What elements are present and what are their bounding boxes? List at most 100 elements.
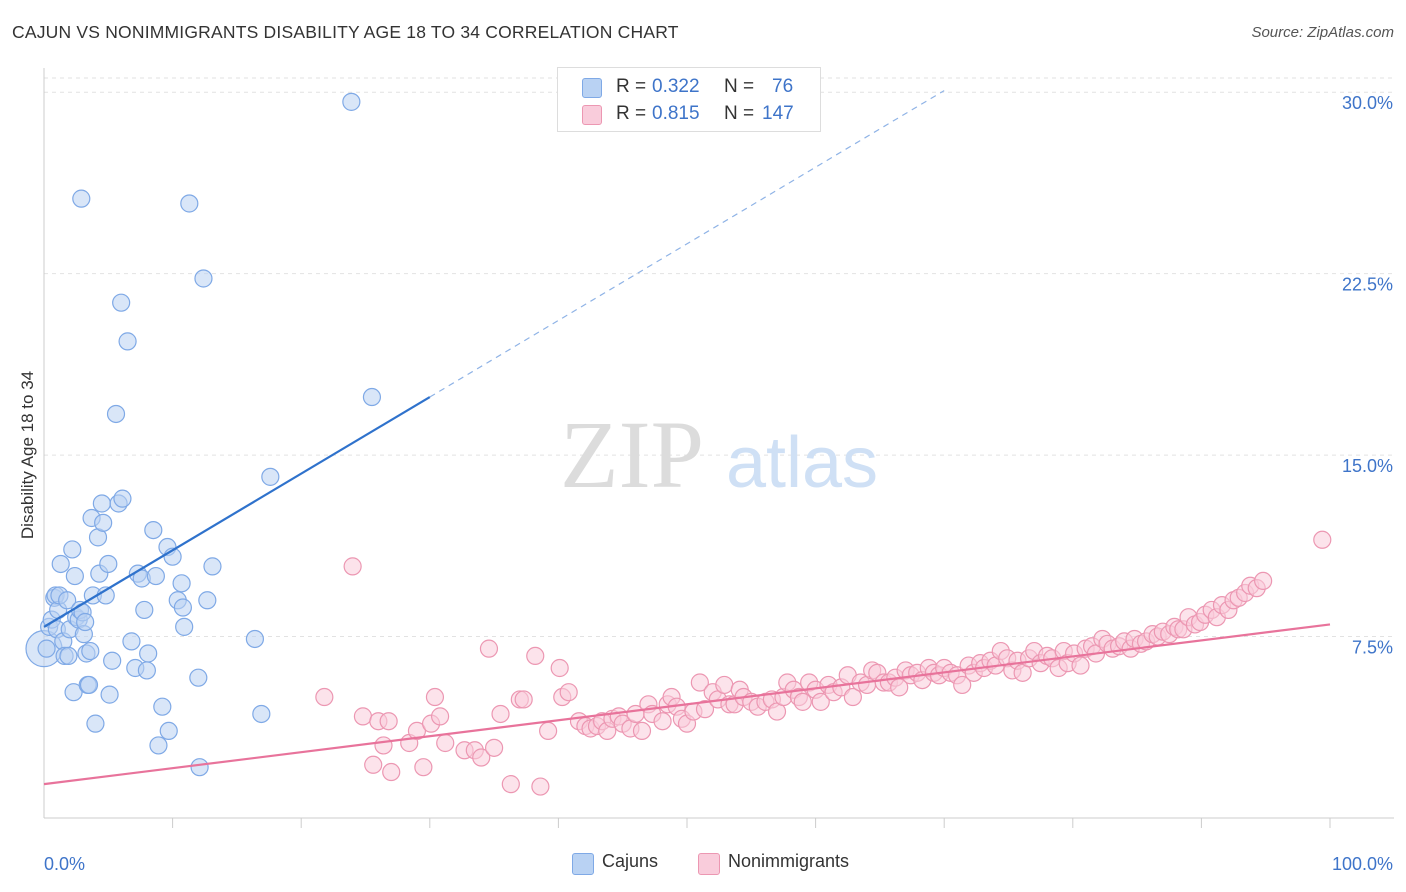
nonimmigrants-point <box>1254 571 1273 591</box>
cajuns-swatch <box>572 853 594 875</box>
x-tick-label-min: 0.0% <box>44 854 85 874</box>
x-tick-label-max: 100.0% <box>1332 854 1393 874</box>
nonimmigrants-point <box>953 675 972 695</box>
nonimmigrants-trend-line <box>43 623 1331 786</box>
cajuns-point <box>159 721 178 741</box>
bottom-legend-nonimmigrants-label: Nonimmigrants <box>728 851 850 871</box>
cajuns-point <box>99 554 118 574</box>
nonimmigrants-point <box>1313 530 1332 549</box>
cajuns-point <box>81 641 100 661</box>
cajuns-point <box>149 736 168 755</box>
source-label: Source: ZipAtlas.com <box>1251 24 1394 41</box>
cajuns-point <box>94 513 113 532</box>
grid-lines <box>44 77 1394 638</box>
cajuns-point <box>190 758 209 777</box>
legend-n-label: N = <box>724 103 755 124</box>
cajuns-point <box>135 600 154 620</box>
nonimmigrants-point <box>353 707 373 726</box>
nonimmigrants-point <box>374 736 393 755</box>
cajuns-point <box>173 598 192 617</box>
legend-n-label: N = <box>724 76 755 97</box>
chart-title: CAJUN VS NONIMMIGRANTS DISABILITY AGE 18… <box>12 22 679 42</box>
nonimmigrants-point <box>472 748 491 767</box>
cajuns-point <box>198 591 217 610</box>
nonimmigrants-points <box>315 530 1332 796</box>
y-tick-label: 15.0% <box>1342 456 1393 476</box>
legend-r-value: 0.815 <box>652 103 700 124</box>
cajuns-point <box>92 494 111 513</box>
cajuns-point <box>51 554 70 574</box>
cajuns-point <box>139 644 158 663</box>
trend-lines <box>43 90 1331 786</box>
nonimmigrants-point <box>550 658 569 678</box>
legend-n-value: 76 <box>772 76 794 97</box>
cajuns-point <box>37 639 56 658</box>
nonimmigrants-swatch <box>698 853 720 875</box>
cajuns-point <box>122 632 141 651</box>
cajuns-point <box>175 617 194 636</box>
cajuns-point <box>261 467 280 486</box>
cajuns-point <box>112 293 131 312</box>
cajuns-point <box>58 591 77 610</box>
cajuns-point <box>113 489 132 508</box>
x-tick-labels: 0.0% 100.0% <box>44 854 1393 874</box>
nonimmigrants-point <box>526 646 545 666</box>
cajuns-swatch <box>582 78 602 98</box>
nonimmigrants-point <box>653 712 672 731</box>
cajuns-point <box>137 661 156 680</box>
cajuns-point <box>118 332 137 351</box>
nonimmigrants-point <box>379 712 398 731</box>
nonimmigrants-point <box>690 673 709 692</box>
nonimmigrants-point <box>343 557 362 576</box>
cajuns-point <box>362 387 382 407</box>
cajuns-point <box>252 704 271 724</box>
nonimmigrants-point <box>479 639 499 658</box>
watermark: ZIP atlas <box>560 401 878 508</box>
nonimmigrants-point <box>811 692 830 711</box>
cajuns-point <box>86 714 105 733</box>
cajuns-trend-line <box>43 396 431 628</box>
cajuns-point <box>59 646 78 666</box>
nonimmigrants-point <box>1071 656 1090 675</box>
cajuns-point <box>144 520 163 540</box>
cajuns-point <box>65 566 84 586</box>
nonimmigrants-point <box>382 762 401 782</box>
y-tick-label: 7.5% <box>1352 638 1393 658</box>
y-tick-label: 30.0% <box>1342 93 1393 113</box>
legend-r-value: 0.322 <box>652 76 700 97</box>
nonimmigrants-point <box>407 721 427 741</box>
y-axis-label: Disability Age 18 to 34 <box>18 370 37 540</box>
cajuns-point <box>100 685 119 704</box>
cajuns-point <box>79 675 99 695</box>
cajuns-trend-extension <box>429 90 945 398</box>
axes <box>43 68 1394 828</box>
nonimmigrants-point <box>632 721 652 741</box>
nonimmigrants-point <box>430 707 450 726</box>
cajuns-point <box>342 92 361 111</box>
cajuns-point <box>203 557 222 576</box>
cajuns-point <box>172 574 191 593</box>
legend-r-label: R = <box>616 76 647 97</box>
nonimmigrants-point <box>539 721 558 741</box>
cajuns-point <box>194 269 213 288</box>
nonimmigrants-point <box>315 687 334 707</box>
nonimmigrants-point <box>715 675 734 695</box>
nonimmigrants-point <box>559 683 578 702</box>
nonimmigrants-point <box>425 687 445 707</box>
cajuns-point <box>189 668 208 687</box>
y-tick-labels: 7.5% 15.0% 22.5% 30.0% <box>1342 93 1393 657</box>
cajuns-points <box>25 92 382 777</box>
cajuns-point <box>180 194 199 213</box>
cajuns-point <box>76 612 95 632</box>
cajuns-point <box>63 540 82 559</box>
nonimmigrants-point <box>514 690 533 709</box>
watermark-atlas: atlas <box>726 423 878 503</box>
nonimmigrants-point <box>491 704 510 724</box>
nonimmigrants-point <box>695 700 715 719</box>
nonimmigrants-point <box>364 755 383 774</box>
nonimmigrants-point <box>793 692 812 711</box>
bottom-legend-cajuns-label: Cajuns <box>602 851 659 871</box>
nonimmigrants-point <box>414 758 433 777</box>
nonimmigrants-point <box>436 733 455 753</box>
